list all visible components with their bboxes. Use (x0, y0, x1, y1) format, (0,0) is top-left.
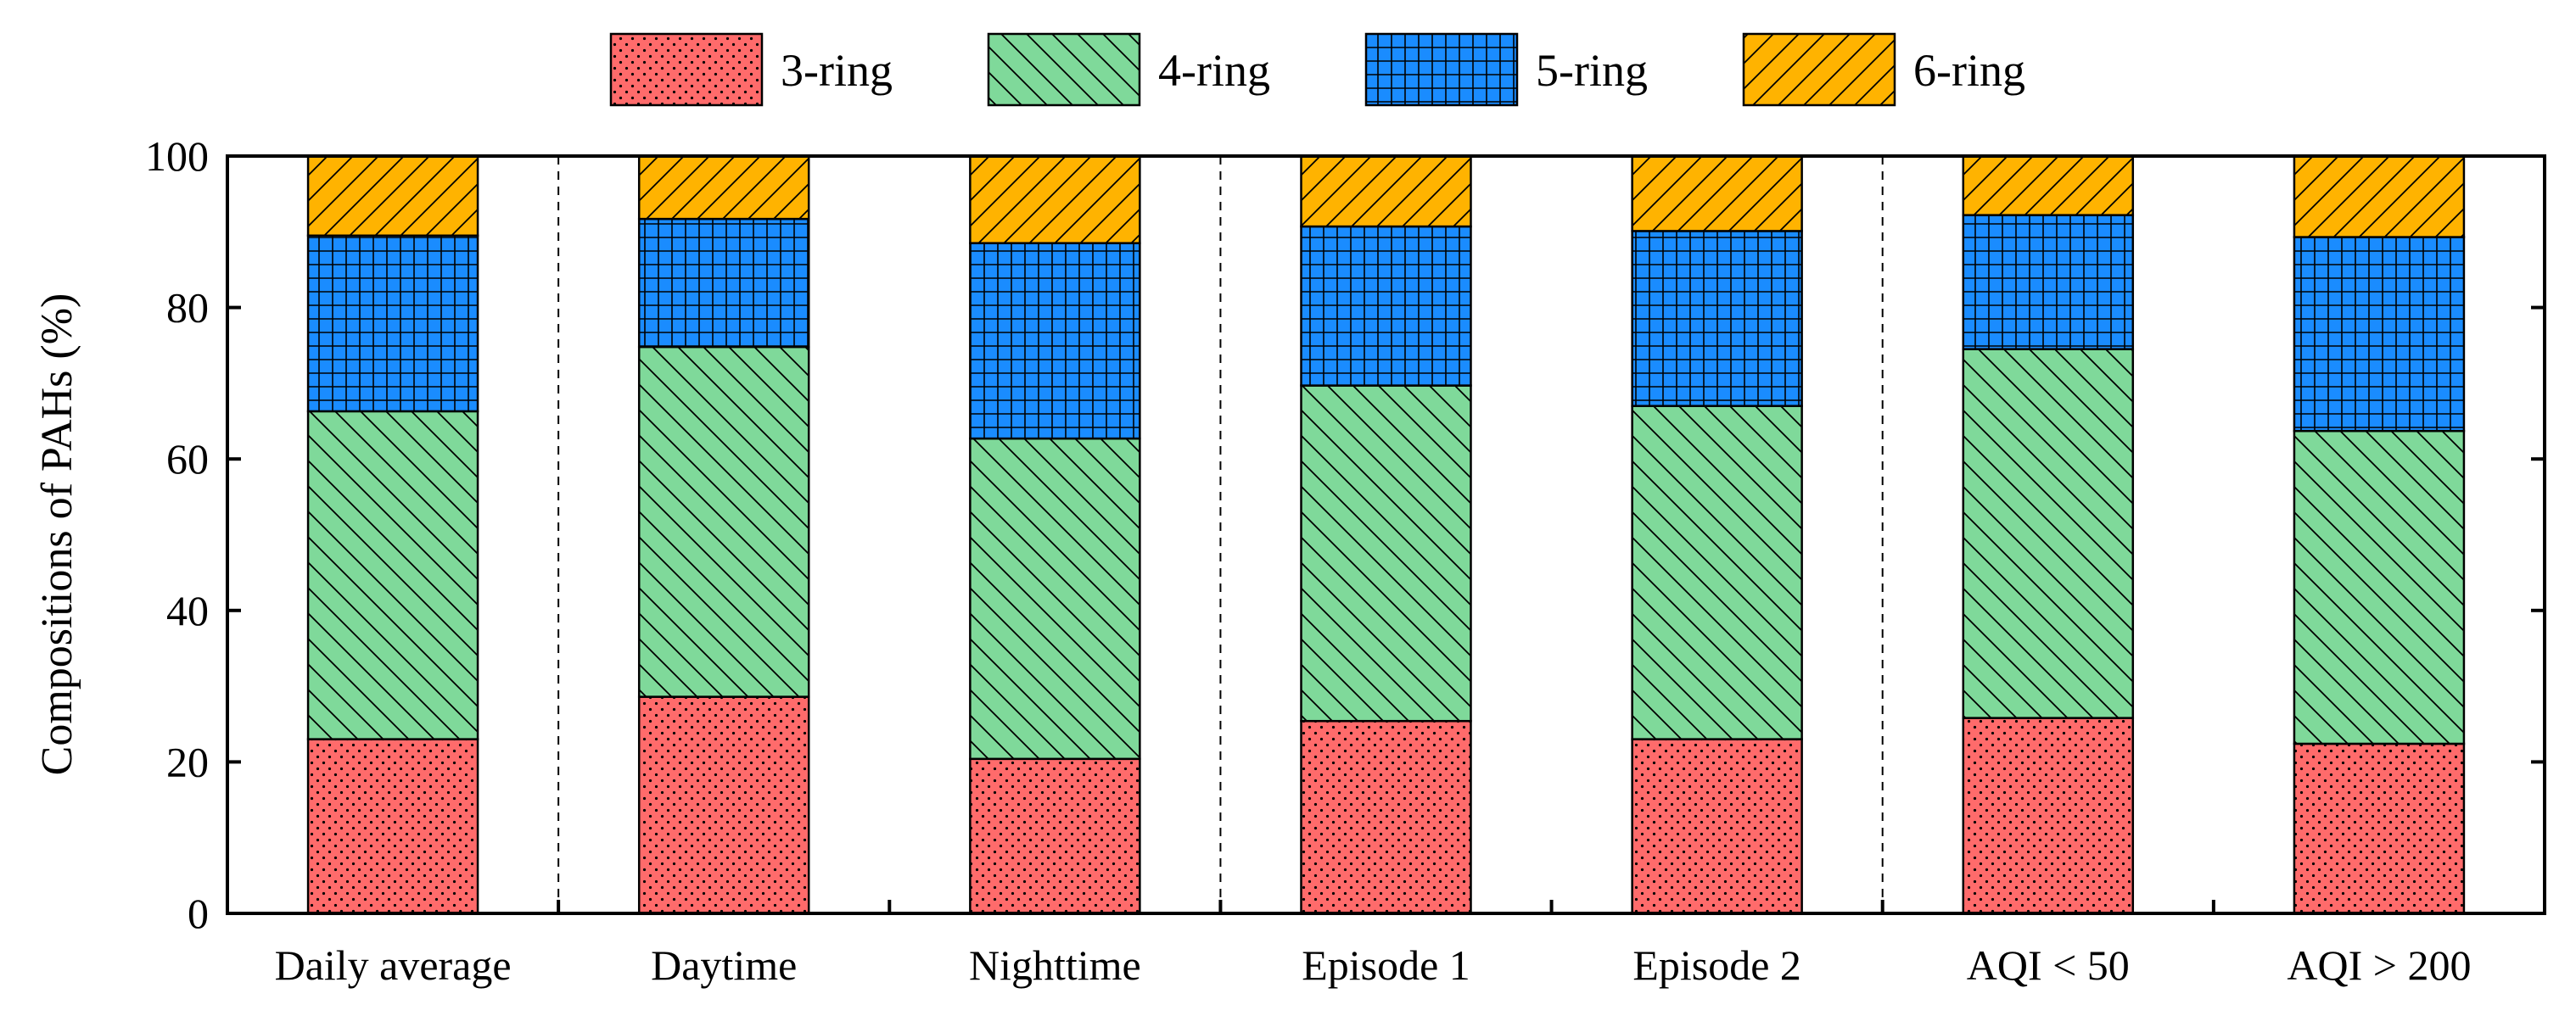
y-tick-label: 80 (166, 284, 209, 332)
bar-4-ring-episode-1 (1300, 384, 1472, 723)
legend-swatch-6-ring (1742, 32, 1896, 107)
y-tick-label: 40 (166, 587, 209, 634)
category-label-nighttime: Nighttime (969, 941, 1141, 989)
y-tick-label: 100 (145, 132, 209, 180)
legend-label-5-ring: 5-ring (1536, 45, 1648, 96)
bar-5-ring-daytime (637, 217, 810, 349)
bar-6-ring-episode-1 (1300, 154, 1472, 228)
group-separators (557, 156, 1884, 913)
bar-4-ring-daytime (637, 345, 810, 698)
bar-6-ring-aqi-200 (2293, 154, 2466, 238)
bar-3-ring-episode-1 (1300, 719, 1472, 915)
bar-5-ring-daily-average (306, 234, 479, 413)
bar-3-ring-aqi-50 (1962, 717, 2135, 915)
category-label-daytime: Daytime (651, 941, 797, 989)
category-label-daily-average: Daily average (275, 941, 512, 989)
bar-5-ring-nighttime (969, 242, 1141, 440)
bar-4-ring-aqi-200 (2293, 429, 2466, 745)
legend: 3-ring 4-ring 5-ring 6-ring (609, 32, 2025, 107)
y-tick-label: 60 (166, 435, 209, 483)
legend-label-4-ring: 4-ring (1158, 45, 1270, 96)
y-axis: 0 20 40 60 80 100 (145, 132, 2545, 937)
category-label-episode-1: Episode 1 (1302, 941, 1470, 989)
legend-swatch-3-ring (609, 32, 764, 107)
legend-swatch-4-ring (987, 32, 1141, 107)
bar-5-ring-episode-1 (1300, 225, 1472, 387)
legend-label-3-ring: 3-ring (781, 45, 893, 96)
bar-4-ring-nighttime (969, 437, 1141, 761)
plot-frame (226, 154, 2546, 915)
bar-3-ring-aqi-200 (2293, 742, 2466, 915)
bar-6-ring-daily-average (306, 154, 479, 237)
legend-swatch-5-ring (1364, 32, 1519, 107)
bar-3-ring-daily-average (306, 738, 479, 915)
category-label-aqi-50: AQI < 50 (1967, 941, 2130, 989)
bar-6-ring-aqi-50 (1962, 154, 2135, 216)
bar-6-ring-episode-2 (1631, 154, 1803, 232)
bar-4-ring-daily-average (306, 410, 479, 740)
bars-group (306, 154, 2466, 915)
y-tick-label: 0 (188, 890, 209, 937)
bar-5-ring-episode-2 (1631, 230, 1803, 407)
bar-6-ring-daytime (637, 154, 810, 221)
category-label-episode-2: Episode 2 (1632, 941, 1801, 989)
legend-label-6-ring: 6-ring (1913, 45, 2025, 96)
bar-6-ring-nighttime (969, 154, 1141, 244)
bar-3-ring-nighttime (969, 757, 1141, 915)
bar-3-ring-daytime (637, 695, 810, 915)
bar-5-ring-aqi-50 (1962, 214, 2135, 350)
y-axis-title: Compositions of PAHs (%) (33, 293, 81, 776)
category-label-aqi-200: AQI > 200 (2287, 941, 2471, 989)
bar-3-ring-episode-2 (1631, 738, 1803, 915)
bar-4-ring-aqi-50 (1962, 348, 2135, 719)
y-tick-label: 20 (166, 738, 209, 785)
bar-5-ring-aqi-200 (2293, 236, 2466, 433)
x-axis: Daily average Daytime Nighttime Episode 1 Ep… (226, 900, 2546, 989)
bar-4-ring-episode-2 (1631, 405, 1803, 740)
